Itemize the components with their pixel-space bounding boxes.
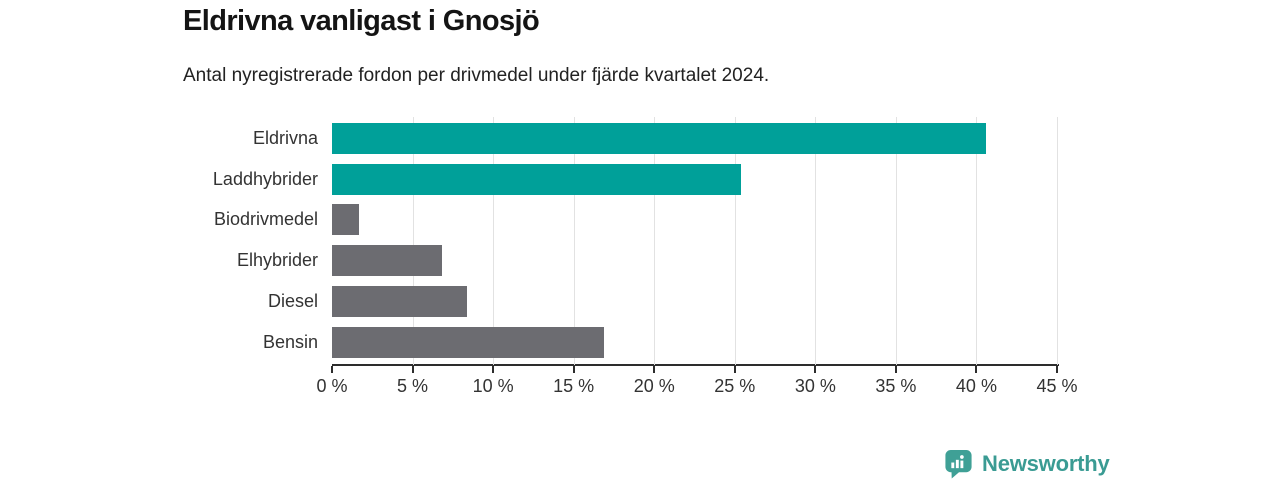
x-axis-tick-label: 40 % (955, 376, 997, 396)
x-axis-tick-label: 10 % (472, 376, 514, 396)
bar-eldrivna (332, 123, 987, 154)
category-label-diesel: Diesel (267, 290, 318, 311)
plot-area: 0 % 5 % 10 % 15 % 20 % 25 % 30 % 35 % 40 % 45 % (316, 117, 1078, 396)
bar-diesel (332, 285, 468, 317)
x-axis-tick (1056, 366, 1058, 373)
bar-biodrivmedel (332, 204, 360, 236)
x-axis-tick-label: 30 % (794, 376, 836, 396)
category-label-elhybrider: Elhybrider (236, 250, 318, 271)
x-axis-tick (653, 366, 656, 373)
gridline (493, 117, 495, 365)
category-label-biodrivmedel: Biodrivmedel (213, 209, 318, 230)
x-axis-tick-label: 15 % (553, 376, 595, 396)
bar-laddhybrider (332, 163, 742, 195)
category-axis-labels: Eldrivna Laddhybrider Biodrivmedel Elhybrid… (0, 117, 318, 365)
x-axis-tick-label: 20 % (633, 376, 675, 396)
x-axis-line (332, 364, 1059, 366)
newsworthy-logo[interactable]: Newsworthy (943, 447, 1110, 479)
x-axis-tick (894, 366, 897, 373)
gridline (573, 117, 575, 365)
x-axis-tick-label: 35 % (875, 376, 917, 396)
gridline (815, 117, 817, 365)
x-axis-tick (814, 366, 817, 373)
x-axis-tick-label: 0 % (316, 376, 348, 396)
gridline (976, 117, 978, 365)
chart-title: Eldrivna vanligast i Gnosjö (183, 5, 540, 37)
x-axis-tick (572, 366, 575, 373)
gridline (412, 117, 414, 365)
gridline (895, 117, 897, 365)
newsworthy-wordmark: Newsworthy (982, 450, 1110, 476)
x-axis-tick (492, 366, 495, 373)
x-axis-tick-label: 45 % (1036, 376, 1078, 396)
bar-bensin (332, 326, 605, 358)
category-label-bensin: Bensin (262, 331, 318, 352)
x-axis-tick (411, 366, 414, 373)
category-label-laddhybrider: Laddhybrider (212, 168, 318, 189)
gridline (1057, 117, 1058, 365)
gridline (734, 117, 736, 365)
x-axis-tick (331, 366, 333, 373)
chart-subtitle: Antal nyregistrerade fordon per drivmede… (183, 65, 770, 86)
x-axis-tick-label: 5 % (397, 376, 429, 396)
x-axis-tick-label: 25 % (714, 376, 756, 396)
x-axis-tick (975, 366, 978, 373)
gridline (654, 117, 656, 365)
x-axis-tick (733, 366, 736, 373)
bar-elhybrider (332, 245, 442, 277)
category-label-eldrivna: Eldrivna (252, 128, 318, 148)
newsworthy-logo-icon (945, 449, 972, 479)
